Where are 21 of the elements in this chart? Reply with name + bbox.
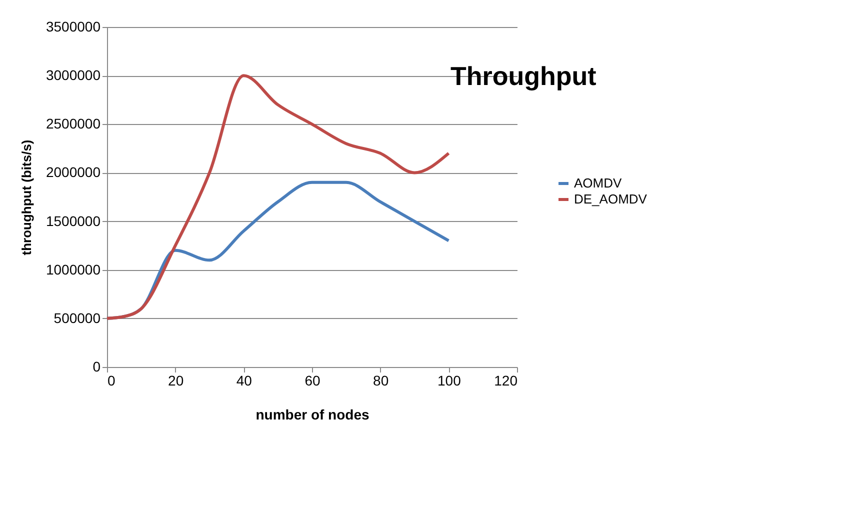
y-tick-label: 1500000 (46, 212, 101, 229)
x-tick-label: 80 (373, 372, 389, 388)
x-tick-label: 120 (494, 372, 518, 388)
y-tick-label: 2000000 (46, 164, 101, 180)
y-tick-label: 3000000 (46, 67, 101, 84)
y-tick-label: 1000000 (46, 261, 101, 278)
legend-label: AOMDV (574, 176, 622, 190)
x-tick-label: 100 (437, 372, 462, 388)
x-tick-label: 0 (108, 372, 116, 388)
x-tick-label: 20 (168, 372, 184, 388)
line-series (106, 74, 450, 320)
y-tick-label: 3500000 (46, 18, 101, 34)
x-tick-label: 60 (304, 372, 320, 388)
y-tick-label: 2500000 (46, 116, 101, 132)
legend-label: DE_AOMDV (574, 192, 648, 206)
text: Throughput (450, 61, 597, 91)
y-tick-label: 500000 (54, 310, 101, 326)
y-axis-title: throughput (bits/s) (18, 140, 34, 256)
x-tick-label: 40 (236, 372, 252, 388)
x-axis-title: number of nodes (256, 406, 370, 422)
y-tick-label: 0 (92, 358, 101, 374)
